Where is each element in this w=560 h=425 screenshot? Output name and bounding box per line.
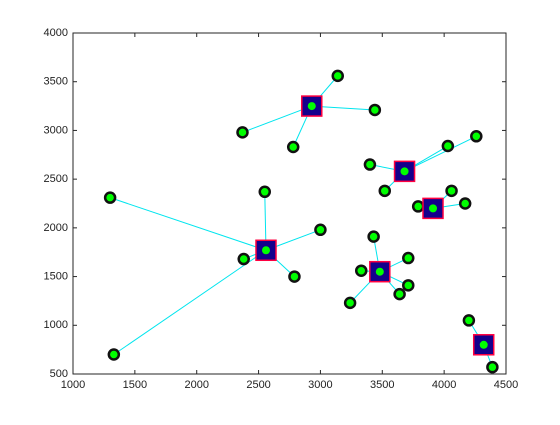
x-tick-label: 1000 — [61, 379, 85, 391]
center-dot — [429, 204, 438, 213]
data-point — [486, 360, 499, 374]
y-tick-label: 3500 — [44, 76, 68, 88]
y-tick-label: 2500 — [44, 173, 68, 185]
data-point — [402, 251, 415, 265]
link-line — [109, 197, 267, 251]
data-point — [314, 223, 327, 237]
data-point — [441, 139, 455, 153]
center-dot — [479, 340, 488, 349]
x-tick-label: 4000 — [432, 379, 456, 391]
link-line — [113, 249, 267, 355]
data-point — [355, 264, 368, 277]
data-point — [103, 191, 117, 204]
y-tick-label: 1500 — [44, 270, 68, 282]
data-point — [378, 184, 392, 198]
y-tick-label: 2000 — [44, 222, 68, 234]
data-point — [107, 348, 121, 361]
x-tick-label: 3500 — [370, 379, 394, 391]
center-dot — [261, 246, 270, 255]
data-point — [470, 130, 483, 143]
x-tick-label: 1500 — [123, 379, 147, 391]
data-point — [368, 103, 382, 117]
data-point — [402, 279, 415, 292]
center-dot — [307, 102, 316, 111]
y-tick-label: 3000 — [44, 124, 68, 136]
x-tick-label: 2500 — [246, 379, 270, 391]
link-line — [404, 135, 477, 172]
data-point — [286, 140, 300, 154]
center-dot — [400, 167, 409, 176]
data-point — [363, 158, 377, 171]
data-point — [367, 230, 380, 243]
link-line — [242, 105, 312, 133]
data-point — [258, 185, 272, 199]
data-point — [236, 126, 249, 139]
y-tick-label: 500 — [50, 368, 68, 380]
y-tick-label: 4000 — [44, 27, 68, 39]
data-point — [288, 270, 301, 283]
data-point — [393, 287, 406, 301]
y-tick-label: 1000 — [44, 319, 68, 331]
data-point — [445, 184, 458, 198]
data-point — [458, 197, 472, 210]
data-point — [462, 314, 476, 327]
x-tick-label: 2000 — [184, 379, 208, 391]
data-point — [343, 296, 357, 310]
data-point — [331, 69, 344, 83]
x-tick-label: 3000 — [308, 379, 332, 391]
x-tick-label: 4500 — [494, 379, 518, 391]
data-point — [237, 252, 250, 266]
center-dot — [375, 267, 384, 276]
data-point — [411, 200, 425, 213]
